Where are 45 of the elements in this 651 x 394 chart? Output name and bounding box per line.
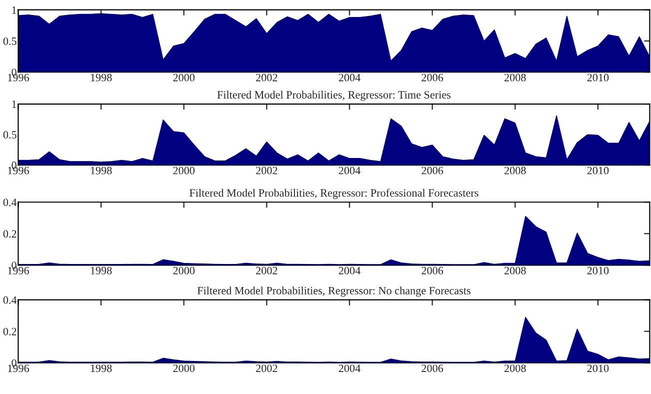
x-tick-label: 1996 (8, 74, 30, 82)
x-tick-label: 2008 (504, 266, 526, 274)
x-tick-label: 1998 (90, 364, 112, 372)
x-tick-label: 2006 (422, 364, 444, 372)
chart-title: Filtered Model Probabilities, Regressor: No change Forecasts (197, 286, 470, 297)
x-tick-label: 2008 (504, 74, 526, 82)
x-tick-label: 2000 (173, 166, 195, 174)
x-tick-label: 2000 (173, 266, 195, 274)
x-tick-label: 1998 (90, 266, 112, 274)
x-tick-label: 2010 (587, 166, 609, 174)
x-tick-label: 2004 (338, 266, 360, 274)
y-tick-label: 0.5 (3, 37, 16, 45)
y-tick-label: 0 (12, 162, 16, 170)
x-tick-label: 2004 (338, 364, 360, 372)
x-tick-label: 2010 (587, 266, 609, 274)
x-tick-label: 1996 (8, 364, 30, 372)
x-tick-label: 2006 (422, 266, 444, 274)
y-tick-label: 0.5 (3, 131, 16, 139)
chart-title: Filtered Model Probabilities, Regressor: Time Series (217, 90, 451, 101)
x-tick-label: 1996 (8, 166, 30, 174)
x-tick-label: 2010 (587, 74, 609, 82)
x-tick-label: 2004 (338, 74, 360, 82)
x-tick-label: 2002 (256, 74, 278, 82)
x-tick-label: 2004 (338, 166, 360, 174)
x-tick-label: 2008 (504, 364, 526, 372)
y-tick-label: 0.4 (3, 296, 17, 304)
x-tick-label: 2000 (173, 74, 195, 82)
x-tick-label: 2002 (256, 166, 278, 174)
y-tick-label: 1 (12, 100, 16, 108)
y-tick-label: 0.2 (3, 230, 16, 238)
chart-title: Filtered Model Probabilities, Regressor: Professional Forecasters (190, 188, 478, 199)
x-tick-label: 2008 (504, 166, 526, 174)
y-tick-label: 0.2 (3, 328, 16, 336)
x-tick-label: 2010 (587, 364, 609, 372)
x-tick-label: 1998 (90, 166, 112, 174)
x-tick-label: 2006 (422, 74, 444, 82)
x-tick-label: 2002 (256, 266, 278, 274)
y-tick-label: 0.4 (3, 198, 17, 206)
x-tick-label: 2002 (256, 364, 278, 372)
y-tick-label: 1 (12, 6, 16, 14)
x-tick-label: 2000 (173, 364, 195, 372)
x-tick-label: 2006 (422, 166, 444, 174)
y-tick-label: 0 (12, 359, 16, 367)
y-tick-label: 0 (12, 68, 16, 76)
x-tick-label: 1998 (90, 74, 112, 82)
